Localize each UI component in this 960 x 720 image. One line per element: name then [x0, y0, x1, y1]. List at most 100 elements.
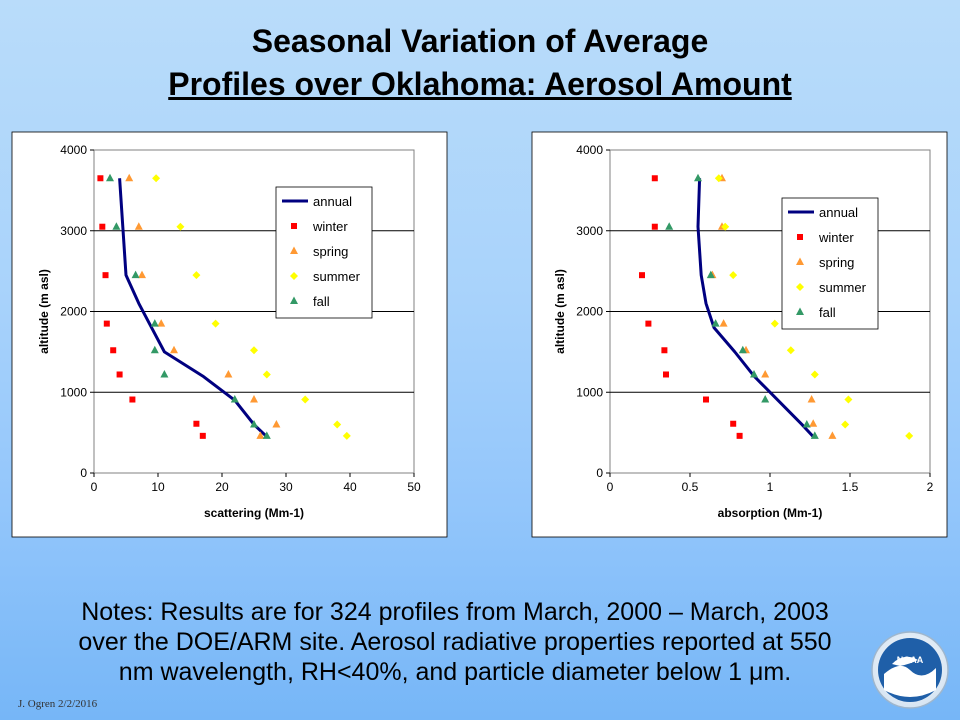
- absorption-spring-point: [761, 369, 770, 378]
- scattering-xtick-label: 0: [91, 480, 98, 494]
- scattering-legend-label-winter: winter: [312, 219, 348, 234]
- absorption-summer-point: [721, 222, 730, 231]
- scattering-summer-point: [342, 431, 351, 440]
- absorption-ytick-label: 1000: [576, 385, 603, 399]
- scattering-chart: 0 1000 2000 3000 4000 0 10 20 30 40 50 scattering (…: [11, 131, 448, 538]
- absorption-winter-point: [663, 371, 669, 378]
- absorption-winter-point: [661, 347, 668, 354]
- absorption-summer-point: [786, 346, 795, 355]
- scattering-legend-swatch-spring: [290, 246, 298, 254]
- scattering-legend-label-annual: annual: [313, 194, 352, 209]
- scattering-winter-point: [193, 420, 200, 427]
- absorption-fall-point: [711, 319, 720, 327]
- absorption-legend-label-spring: spring: [819, 255, 854, 270]
- absorption-legend-swatch-spring: [796, 257, 804, 265]
- scattering-summer-point: [176, 222, 185, 231]
- scattering-fall-point: [150, 345, 159, 354]
- notes-text: Notes: Results are for 324 profiles from…: [20, 597, 890, 687]
- absorption-ytick-label: 3000: [576, 224, 603, 238]
- absorption-winter-point: [645, 320, 652, 327]
- absorption-summer-point: [905, 431, 914, 440]
- scattering-winter-point: [110, 347, 117, 354]
- scattering-winter-point: [102, 272, 109, 279]
- absorption-xtick-label: 1.5: [842, 480, 859, 494]
- absorption-xtick-label: 1: [767, 480, 774, 494]
- scattering-legend-label-fall: fall: [313, 294, 330, 309]
- absorption-spring-point: [828, 431, 837, 439]
- absorption-summer-point: [714, 174, 723, 183]
- notes-line-2: over the DOE/ARM site. Aerosol radiative…: [78, 628, 832, 656]
- scattering-fall-point: [250, 420, 258, 428]
- scattering-xtick-label: 50: [407, 480, 421, 494]
- notes-mu-symbol: μ: [749, 658, 764, 686]
- absorption-xtick-label: 0: [607, 480, 614, 494]
- absorption-spring-point: [719, 319, 728, 327]
- absorption-winter-point: [703, 396, 709, 403]
- scattering-fall-point: [150, 319, 159, 327]
- scattering-legend: annual winter spring summer fall: [275, 186, 373, 319]
- absorption-ytick-label: 2000: [576, 305, 603, 319]
- absorption-fall-point: [665, 222, 674, 230]
- notes-line-3: nm wavelength, RH<40%, and particle diam…: [20, 657, 890, 687]
- scattering-winter-point: [116, 371, 123, 378]
- absorption-legend-swatch-fall: [796, 307, 804, 315]
- scattering-winter-point: [97, 175, 104, 182]
- scattering-spring-point: [138, 270, 146, 279]
- absorption-y-axis-label: altitude (m asl): [553, 269, 567, 354]
- scattering-winter-point: [129, 396, 136, 403]
- absorption-xtick-label: 0.5: [682, 480, 699, 494]
- scattering-summer-point: [211, 319, 220, 328]
- scattering-xtick-label: 10: [151, 480, 165, 494]
- notes-line-3-tail: m.: [763, 658, 792, 686]
- scattering-spring-point: [272, 420, 281, 428]
- absorption-legend-label-annual: annual: [819, 205, 858, 220]
- scattering-legend-swatch-winter: [291, 223, 297, 229]
- scattering-xtick-label: 20: [215, 480, 229, 494]
- scattering-x-axis-label: scattering (Mm-1): [204, 506, 304, 520]
- absorption-winter-point: [736, 432, 743, 439]
- scattering-spring-point: [224, 369, 233, 378]
- scattering-spring-point: [157, 319, 166, 327]
- scattering-winter-point: [199, 432, 206, 439]
- absorption-legend-swatch-summer: [796, 283, 804, 291]
- absorption-spring-point: [809, 419, 818, 427]
- scattering-fall-point: [131, 270, 140, 279]
- absorption-legend: annual winter spring summer fall: [781, 197, 879, 330]
- scattering-fall-point: [262, 431, 271, 439]
- slide-title-line-1: Seasonal Variation of Average: [251, 23, 709, 59]
- scattering-y-axis-label: altitude (m asl): [37, 269, 51, 354]
- slide-title-line-2: Profiles over Oklahoma: Aerosol Amount: [168, 66, 792, 102]
- scattering-winter-point: [103, 320, 110, 327]
- absorption-legend-swatch-winter: [797, 234, 803, 240]
- notes-line-1: Notes: Results are for 324 profiles from…: [81, 598, 829, 626]
- absorption-fall-point: [706, 270, 715, 279]
- absorption-fall-point: [810, 431, 819, 439]
- absorption-winter-point: [651, 223, 658, 230]
- absorption-legend-label-summer: summer: [819, 280, 867, 295]
- scattering-spring-point: [256, 431, 265, 439]
- absorption-ytick-label: 4000: [576, 143, 603, 157]
- absorption-ytick-label: 0: [596, 466, 603, 480]
- scattering-fall-point: [160, 369, 169, 378]
- absorption-summer-point: [770, 319, 779, 328]
- absorption-fall-point: [750, 369, 758, 378]
- absorption-summer-point: [810, 370, 819, 379]
- scattering-summer-point: [192, 271, 201, 280]
- scattering-summer-point: [333, 420, 342, 429]
- absorption-legend-label-fall: fall: [819, 305, 836, 320]
- absorption-winter-point: [639, 272, 645, 279]
- scattering-spring-point: [170, 345, 178, 354]
- scattering-summer-point: [262, 370, 271, 379]
- scattering-summer-point: [301, 395, 310, 404]
- absorption-fall-point: [802, 420, 811, 428]
- scattering-fall-point: [230, 395, 239, 403]
- absorption-summer-point: [844, 395, 853, 404]
- logo-text: NOAA: [897, 655, 924, 665]
- scattering-ytick-label: 4000: [60, 143, 87, 157]
- absorption-spring-point: [807, 395, 816, 403]
- scattering-series-annual-line: [118, 178, 268, 438]
- scattering-legend-swatch-fall: [290, 296, 298, 304]
- scattering-legend-swatch-summer: [290, 272, 298, 280]
- scattering-legend-label-spring: spring: [313, 244, 348, 259]
- scattering-spring-point: [134, 222, 143, 230]
